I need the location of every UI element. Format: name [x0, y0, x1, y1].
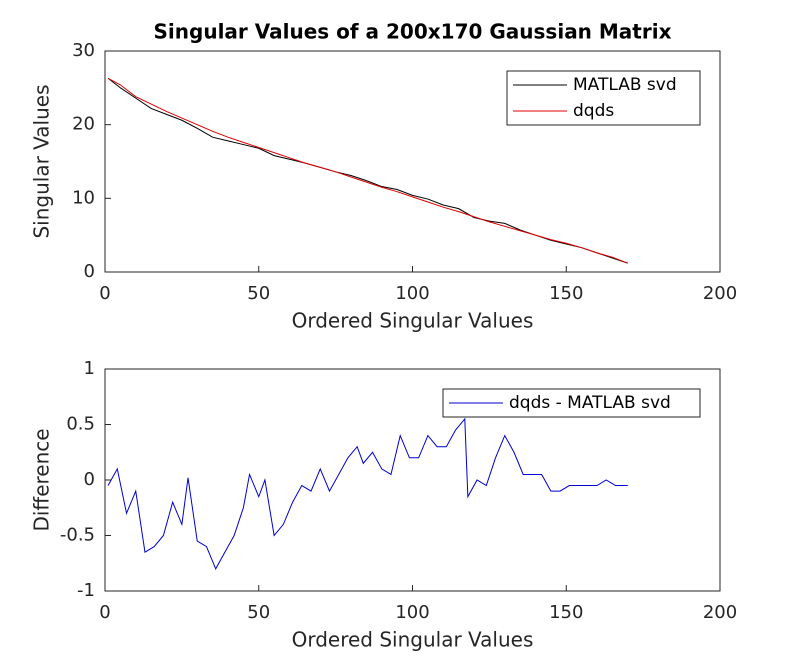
legend-label: dqds	[573, 101, 614, 121]
x-tick-label: 0	[99, 283, 110, 304]
legend: MATLAB svd dqds	[506, 70, 701, 126]
legend-label: MATLAB svd	[573, 75, 677, 95]
y-tick-label: 30	[72, 40, 95, 61]
x-tick-label: 50	[247, 283, 270, 304]
x-tick-label: 150	[549, 602, 583, 623]
x-axis-label: Ordered Singular Values	[292, 628, 534, 652]
x-tick-label: 200	[703, 602, 737, 623]
legend-box	[506, 70, 701, 126]
x-tick-label: 150	[549, 283, 583, 304]
chart-title: Singular Values of a 200x170 Gaussian Ma…	[154, 20, 672, 44]
y-tick-label: 1	[84, 358, 95, 379]
y-tick-label: -0.5	[60, 525, 95, 546]
y-tick-label: -1	[77, 580, 95, 601]
x-tick-label: 100	[395, 602, 429, 623]
y-axis-label: Difference	[30, 428, 54, 531]
y-axis-label: Singular Values	[30, 84, 54, 238]
data-line	[107, 77, 628, 264]
x-tick-label: 0	[99, 602, 110, 623]
legend: dqds - MATLAB svd	[442, 388, 701, 418]
subplot: 0 50 100 150 200 -1 -0.5 0 0.5 1 Ordered Singular …	[30, 358, 738, 652]
y-tick-label: 10	[72, 187, 95, 208]
x-tick-label: 50	[247, 602, 270, 623]
legend-label: dqds - MATLAB svd	[509, 393, 671, 413]
x-axis-label: Ordered Singular Values	[292, 309, 534, 333]
x-tick-label: 100	[395, 283, 429, 304]
subplot: Singular Values of a 200x170 Gaussian Ma…	[30, 20, 738, 333]
data-line	[107, 417, 628, 570]
x-tick-label: 200	[703, 283, 737, 304]
y-tick-label: 0.5	[66, 414, 95, 435]
y-tick-label: 0	[84, 469, 95, 490]
y-tick-label: 0	[84, 261, 95, 282]
y-tick-label: 20	[72, 114, 95, 135]
